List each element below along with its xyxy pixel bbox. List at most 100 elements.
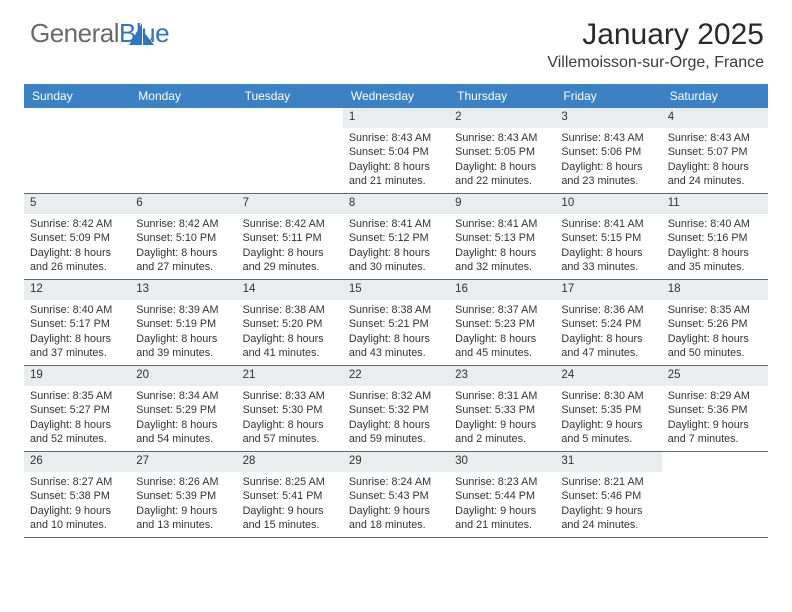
calendar-cell: 0 [130,108,236,194]
sunrise-line: Sunrise: 8:24 AM [349,475,445,490]
sunset-line: Sunset: 5:27 PM [30,403,126,418]
day-number: 12 [24,280,130,300]
calendar-body: 0001Sunrise: 8:43 AMSunset: 5:04 PMDayli… [24,108,768,538]
daylight-line: Daylight: 9 hours and 10 minutes. [30,504,126,533]
calendar-cell: 0 [662,452,768,538]
sunrise-line: Sunrise: 8:30 AM [561,389,657,404]
sunset-line: Sunset: 5:44 PM [455,489,551,504]
weekday-header-cell: Sunday [24,84,130,108]
calendar-cell: 16Sunrise: 8:37 AMSunset: 5:23 PMDayligh… [449,280,555,366]
calendar-cell: 7Sunrise: 8:42 AMSunset: 5:11 PMDaylight… [237,194,343,280]
calendar: SundayMondayTuesdayWednesdayThursdayFrid… [24,84,768,538]
day-number: 7 [237,194,343,214]
calendar-cell: 1Sunrise: 8:43 AMSunset: 5:04 PMDaylight… [343,108,449,194]
sunrise-line: Sunrise: 8:41 AM [455,217,551,232]
day-number: 28 [237,452,343,472]
daylight-line: Daylight: 8 hours and 27 minutes. [136,246,232,275]
weekday-header-cell: Tuesday [237,84,343,108]
day-number: 10 [555,194,661,214]
weekday-header-cell: Friday [555,84,661,108]
calendar-cell: 22Sunrise: 8:32 AMSunset: 5:32 PMDayligh… [343,366,449,452]
sunrise-line: Sunrise: 8:27 AM [30,475,126,490]
sunrise-line: Sunrise: 8:26 AM [136,475,232,490]
calendar-cell: 5Sunrise: 8:42 AMSunset: 5:09 PMDaylight… [24,194,130,280]
calendar-cell: 19Sunrise: 8:35 AMSunset: 5:27 PMDayligh… [24,366,130,452]
sunrise-line: Sunrise: 8:40 AM [668,217,764,232]
brand-name-part1: General [30,18,119,48]
daylight-line: Daylight: 9 hours and 21 minutes. [455,504,551,533]
sunset-line: Sunset: 5:10 PM [136,231,232,246]
sunset-line: Sunset: 5:29 PM [136,403,232,418]
day-number: 4 [662,108,768,128]
sunrise-line: Sunrise: 8:38 AM [349,303,445,318]
day-number: 29 [343,452,449,472]
daylight-line: Daylight: 8 hours and 52 minutes. [30,418,126,447]
sunset-line: Sunset: 5:05 PM [455,145,551,160]
calendar-cell: 14Sunrise: 8:38 AMSunset: 5:20 PMDayligh… [237,280,343,366]
daylight-line: Daylight: 8 hours and 23 minutes. [561,160,657,189]
day-number: 24 [555,366,661,386]
location-label: Villemoisson-sur-Orge, France [547,54,764,72]
day-number: 13 [130,280,236,300]
day-number: 26 [24,452,130,472]
sunset-line: Sunset: 5:30 PM [243,403,339,418]
daylight-line: Daylight: 9 hours and 15 minutes. [243,504,339,533]
calendar-cell: 8Sunrise: 8:41 AMSunset: 5:12 PMDaylight… [343,194,449,280]
sunset-line: Sunset: 5:07 PM [668,145,764,160]
sunrise-line: Sunrise: 8:31 AM [455,389,551,404]
sunrise-line: Sunrise: 8:35 AM [30,389,126,404]
day-number: 6 [130,194,236,214]
sunset-line: Sunset: 5:35 PM [561,403,657,418]
daylight-line: Daylight: 9 hours and 18 minutes. [349,504,445,533]
sunrise-line: Sunrise: 8:37 AM [455,303,551,318]
sunrise-line: Sunrise: 8:33 AM [243,389,339,404]
sunrise-line: Sunrise: 8:29 AM [668,389,764,404]
sunset-line: Sunset: 5:13 PM [455,231,551,246]
daylight-line: Daylight: 8 hours and 32 minutes. [455,246,551,275]
calendar-cell: 27Sunrise: 8:26 AMSunset: 5:39 PMDayligh… [130,452,236,538]
sunrise-line: Sunrise: 8:40 AM [30,303,126,318]
day-number: 27 [130,452,236,472]
daylight-line: Daylight: 8 hours and 24 minutes. [668,160,764,189]
calendar-cell: 15Sunrise: 8:38 AMSunset: 5:21 PMDayligh… [343,280,449,366]
calendar-cell: 2Sunrise: 8:43 AMSunset: 5:05 PMDaylight… [449,108,555,194]
sunset-line: Sunset: 5:09 PM [30,231,126,246]
sunset-line: Sunset: 5:41 PM [243,489,339,504]
sunrise-line: Sunrise: 8:25 AM [243,475,339,490]
daylight-line: Daylight: 8 hours and 43 minutes. [349,332,445,361]
daylight-line: Daylight: 8 hours and 57 minutes. [243,418,339,447]
calendar-cell: 18Sunrise: 8:35 AMSunset: 5:26 PMDayligh… [662,280,768,366]
sunset-line: Sunset: 5:23 PM [455,317,551,332]
brand-name: GeneralBlue [30,18,169,49]
sunrise-line: Sunrise: 8:39 AM [136,303,232,318]
weekday-header-cell: Saturday [662,84,768,108]
sunrise-line: Sunrise: 8:38 AM [243,303,339,318]
daylight-line: Daylight: 8 hours and 21 minutes. [349,160,445,189]
calendar-cell: 3Sunrise: 8:43 AMSunset: 5:06 PMDaylight… [555,108,661,194]
sunset-line: Sunset: 5:33 PM [455,403,551,418]
day-number: 1 [343,108,449,128]
daylight-line: Daylight: 8 hours and 33 minutes. [561,246,657,275]
sunrise-line: Sunrise: 8:23 AM [455,475,551,490]
day-number: 30 [449,452,555,472]
daylight-line: Daylight: 8 hours and 37 minutes. [30,332,126,361]
sunset-line: Sunset: 5:38 PM [30,489,126,504]
sunset-line: Sunset: 5:26 PM [668,317,764,332]
day-number: 21 [237,366,343,386]
sunrise-line: Sunrise: 8:35 AM [668,303,764,318]
sunrise-line: Sunrise: 8:43 AM [349,131,445,146]
day-number: 8 [343,194,449,214]
day-number: 23 [449,366,555,386]
daylight-line: Daylight: 8 hours and 30 minutes. [349,246,445,275]
daylight-line: Daylight: 9 hours and 5 minutes. [561,418,657,447]
daylight-line: Daylight: 8 hours and 41 minutes. [243,332,339,361]
month-title: January 2025 [547,18,764,52]
brand-name-part2: Blue [119,18,169,48]
sunrise-line: Sunrise: 8:43 AM [561,131,657,146]
day-number: 11 [662,194,768,214]
sunset-line: Sunset: 5:19 PM [136,317,232,332]
calendar-cell: 20Sunrise: 8:34 AMSunset: 5:29 PMDayligh… [130,366,236,452]
daylight-line: Daylight: 9 hours and 13 minutes. [136,504,232,533]
sunrise-line: Sunrise: 8:34 AM [136,389,232,404]
daylight-line: Daylight: 8 hours and 47 minutes. [561,332,657,361]
